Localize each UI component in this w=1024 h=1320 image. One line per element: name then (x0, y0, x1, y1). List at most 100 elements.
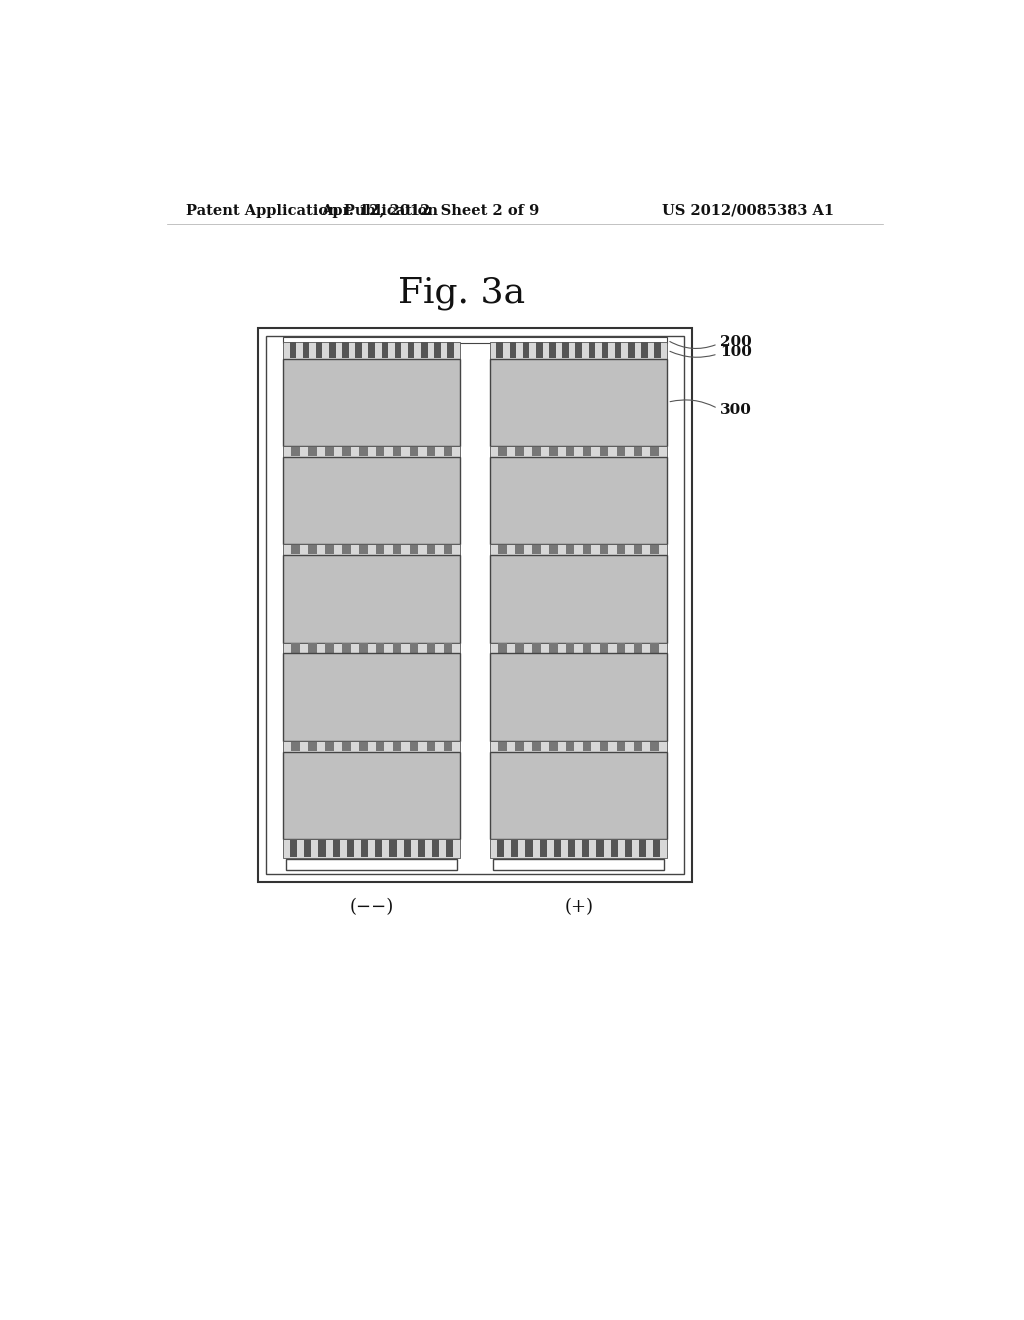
Bar (600, 643, 608, 652)
Bar (653, 840, 660, 857)
Bar (326, 742, 334, 751)
Bar (443, 447, 452, 457)
Bar (650, 643, 659, 652)
Bar (489, 446, 668, 457)
Bar (375, 840, 382, 857)
Bar (532, 742, 541, 751)
Bar (447, 342, 454, 358)
Bar (499, 447, 507, 457)
Bar (333, 840, 340, 857)
Text: 100: 100 (720, 346, 752, 359)
Bar (347, 840, 354, 857)
Bar (410, 545, 418, 554)
Bar (359, 643, 368, 652)
Bar (625, 840, 632, 857)
Bar (525, 840, 532, 857)
Bar (628, 342, 635, 358)
Bar (639, 840, 646, 857)
Bar (376, 742, 384, 751)
Bar (634, 742, 642, 751)
Bar (303, 342, 309, 358)
Text: Patent Application Publication: Patent Application Publication (186, 203, 438, 218)
Bar (562, 342, 568, 358)
Bar (329, 342, 336, 358)
Bar (290, 342, 296, 358)
Bar (266, 335, 684, 874)
Bar (650, 447, 659, 457)
Bar (634, 447, 642, 457)
Bar (549, 447, 557, 457)
Bar (549, 742, 557, 751)
Bar (489, 457, 668, 544)
Bar (600, 447, 608, 457)
Bar (489, 556, 668, 643)
Bar (497, 342, 503, 358)
Text: 300: 300 (720, 403, 752, 417)
Bar (342, 342, 349, 358)
Bar (568, 840, 575, 857)
Bar (394, 342, 401, 358)
Bar (614, 342, 622, 358)
Text: Apr. 12, 2012  Sheet 2 of 9: Apr. 12, 2012 Sheet 2 of 9 (322, 203, 540, 218)
Bar (549, 643, 557, 652)
Bar (283, 653, 461, 741)
Bar (292, 742, 300, 751)
Bar (532, 545, 541, 554)
Bar (443, 643, 452, 652)
Bar (308, 447, 316, 457)
Bar (283, 643, 461, 653)
Bar (408, 342, 415, 358)
Bar (403, 840, 411, 857)
Bar (290, 840, 297, 857)
Bar (489, 359, 668, 446)
Bar (489, 653, 668, 741)
Bar (489, 342, 668, 359)
Bar (549, 545, 557, 554)
Text: (−−): (−−) (349, 898, 394, 916)
Bar (410, 447, 418, 457)
Bar (258, 327, 692, 882)
Bar (283, 359, 461, 446)
Bar (616, 545, 625, 554)
Bar (511, 840, 518, 857)
Bar (376, 447, 384, 457)
Bar (583, 447, 591, 457)
Bar (304, 840, 311, 857)
Bar (583, 742, 591, 751)
Bar (497, 840, 504, 857)
Bar (499, 643, 507, 652)
Bar (376, 545, 384, 554)
Bar (600, 742, 608, 751)
Bar (515, 545, 523, 554)
Text: 200: 200 (720, 335, 752, 348)
Bar (283, 457, 461, 544)
Bar (342, 643, 350, 652)
Bar (421, 342, 428, 358)
Bar (342, 742, 350, 751)
Bar (283, 342, 461, 359)
Bar (532, 643, 541, 652)
Bar (596, 840, 603, 857)
Bar (566, 643, 574, 652)
Bar (634, 545, 642, 554)
Bar (443, 742, 452, 751)
Bar (566, 545, 574, 554)
Bar (427, 545, 435, 554)
Text: Fig. 3a: Fig. 3a (397, 276, 525, 310)
Bar (283, 751, 461, 840)
Bar (286, 859, 458, 870)
Bar (650, 545, 659, 554)
Bar (359, 742, 368, 751)
Bar (540, 840, 547, 857)
Bar (427, 643, 435, 652)
Bar (308, 545, 316, 554)
Bar (359, 447, 368, 457)
Bar (589, 342, 595, 358)
Bar (308, 742, 316, 751)
Bar (292, 447, 300, 457)
Bar (292, 545, 300, 554)
Bar (446, 840, 454, 857)
Bar (376, 643, 384, 652)
Bar (489, 643, 668, 653)
Bar (489, 840, 668, 858)
